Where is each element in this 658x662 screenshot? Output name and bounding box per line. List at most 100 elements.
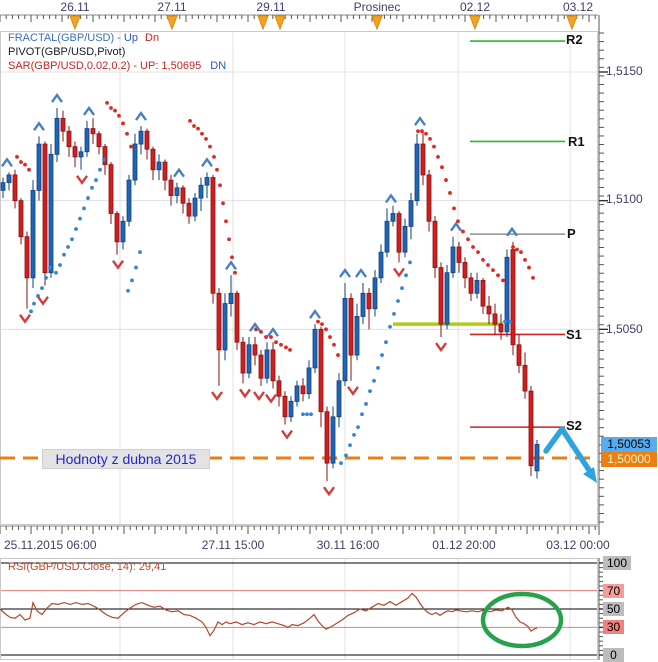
sar-down-dot <box>204 136 208 141</box>
date-marker-icon <box>257 15 269 31</box>
sar-up-dot <box>90 185 94 190</box>
price-axis-label: 1,5100 <box>606 192 643 206</box>
fractal-up-icon <box>51 92 63 103</box>
sar-up-dot <box>66 245 70 249</box>
candle-up <box>534 443 540 472</box>
sar-down-dot <box>218 183 222 188</box>
fractal-down-icon <box>19 314 31 324</box>
candle-down <box>144 130 150 150</box>
fractal-down-icon <box>323 486 335 497</box>
candle-up <box>450 246 456 274</box>
candle-up <box>342 298 348 382</box>
sar-up-dot <box>126 288 130 293</box>
date-marker-icon <box>371 15 383 31</box>
candle-down <box>498 323 504 333</box>
sar-up-dot <box>396 299 400 303</box>
candle-down <box>12 174 18 202</box>
candle-up <box>504 256 510 333</box>
sar-down-dot <box>109 106 113 110</box>
candle-down <box>258 354 264 379</box>
candle-down <box>162 161 168 181</box>
rsi-circle-annotation <box>480 591 564 649</box>
sar-up-dot <box>352 432 356 437</box>
sar-up-dot <box>339 461 343 466</box>
sar-down-dot <box>208 144 212 149</box>
candle-down <box>468 277 474 294</box>
top-ruler <box>0 14 598 31</box>
sar-up-dot <box>380 353 384 357</box>
sar-down-dot <box>129 144 133 149</box>
sar-down-dot <box>324 327 328 332</box>
sar-up-dot <box>508 319 512 324</box>
date-marker-icon <box>566 15 578 31</box>
candle-down <box>108 164 114 214</box>
candle-down <box>180 187 186 204</box>
candle-up <box>228 292 234 304</box>
plot-frames <box>0 31 598 660</box>
candle-down <box>528 390 534 467</box>
fractal-up-icon <box>450 221 462 232</box>
candle-up <box>174 187 180 196</box>
candle-up <box>192 197 198 217</box>
candle-down <box>462 262 468 279</box>
sar-down-dot <box>113 108 117 113</box>
sar-down-dot <box>105 100 109 105</box>
sar-down-dot <box>420 129 424 134</box>
sar-up-dot <box>102 157 106 162</box>
candle-up <box>288 400 294 418</box>
april-2015-annotation-label[interactable]: Hodnoty z dubna 2015 <box>42 449 210 469</box>
rsi-indicator-label: RSI(GBP/USD.Close, 14): 29,41 <box>8 561 167 573</box>
sar-up-dot <box>78 216 82 221</box>
candle-up <box>444 272 450 325</box>
sar-up-dot <box>62 252 66 257</box>
fractal-up-icon <box>506 226 518 237</box>
candle-down <box>426 174 432 222</box>
candle-up <box>414 143 420 202</box>
candle-up <box>126 179 132 222</box>
bottom-axis-label: 27.11 15:00 <box>201 538 265 552</box>
candle-down <box>216 292 222 351</box>
candle-up <box>132 143 138 181</box>
rsi-plot[interactable] <box>0 562 597 656</box>
candle-down <box>150 148 156 171</box>
sar-up-dot <box>392 311 396 316</box>
sar-down-dot <box>230 255 234 260</box>
rsi-level-badge-100: 100 <box>603 556 631 570</box>
date-marker-icon <box>69 15 81 31</box>
sar-down-dot <box>486 263 490 267</box>
price-axis-label: 1,5150 <box>606 64 643 78</box>
fractal-down-icon <box>281 429 293 440</box>
legend-fractal-up: Up <box>123 32 138 44</box>
sar-down-dot <box>452 206 456 211</box>
candle-up <box>156 161 162 171</box>
candle-down <box>240 341 246 374</box>
candle-down <box>42 143 48 274</box>
fractal-up-icon <box>135 110 147 121</box>
bottom-axis-label: 30.11 16:00 <box>316 538 380 552</box>
sar-down-dot <box>519 250 523 255</box>
sar-up-dot <box>400 286 404 291</box>
candle-up <box>378 251 384 279</box>
candle-up <box>30 189 36 279</box>
trend-arrow-annotation[interactable] <box>543 426 597 483</box>
sar-down-dot <box>125 131 129 136</box>
sar-down-dot <box>440 165 444 170</box>
sar-down-dot <box>320 322 324 327</box>
sar-down-dot <box>200 131 204 136</box>
bottom-axis-label: 25.11.2015 06:00 <box>4 538 97 552</box>
sar-up-dot <box>305 412 309 417</box>
candle-up <box>0 182 6 191</box>
sar-up-dot <box>503 319 507 324</box>
sar-up-dot <box>138 250 142 255</box>
sar-down-dot <box>328 335 332 339</box>
candle-up <box>384 220 390 253</box>
sar-down-dot <box>471 245 475 249</box>
sar-down-dot <box>501 278 505 283</box>
candle-down <box>282 395 288 418</box>
sar-up-dot <box>364 402 368 406</box>
sar-down-dot <box>461 229 465 234</box>
fractal-up-icon <box>33 121 45 132</box>
sar-up-dot <box>58 263 62 267</box>
candle-down <box>168 179 174 196</box>
